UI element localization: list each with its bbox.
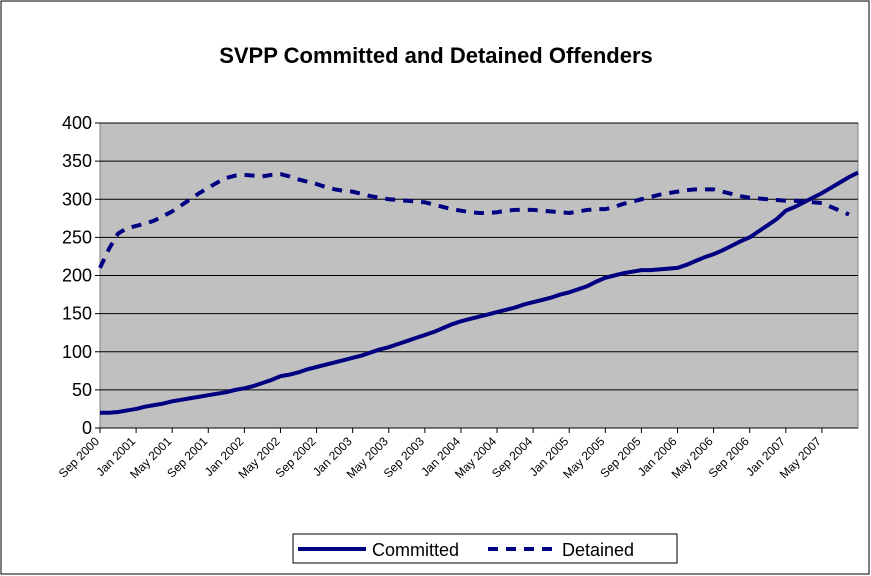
legend-label: Detained [562, 540, 634, 560]
y-tick-label: 150 [62, 304, 92, 324]
y-tick-label: 50 [72, 380, 92, 400]
chart-title: SVPP Committed and Detained Offenders [219, 43, 653, 68]
y-tick-label: 250 [62, 227, 92, 247]
y-tick-label: 100 [62, 342, 92, 362]
series-line [100, 170, 859, 415]
y-tick-label: 300 [62, 189, 92, 209]
y-tick-label: 400 [62, 113, 92, 133]
legend-label: Committed [372, 540, 459, 560]
series-line [98, 172, 850, 269]
y-tick-label: 0 [82, 418, 92, 438]
y-tick-label: 200 [62, 266, 92, 286]
y-tick-label: 350 [62, 151, 92, 171]
